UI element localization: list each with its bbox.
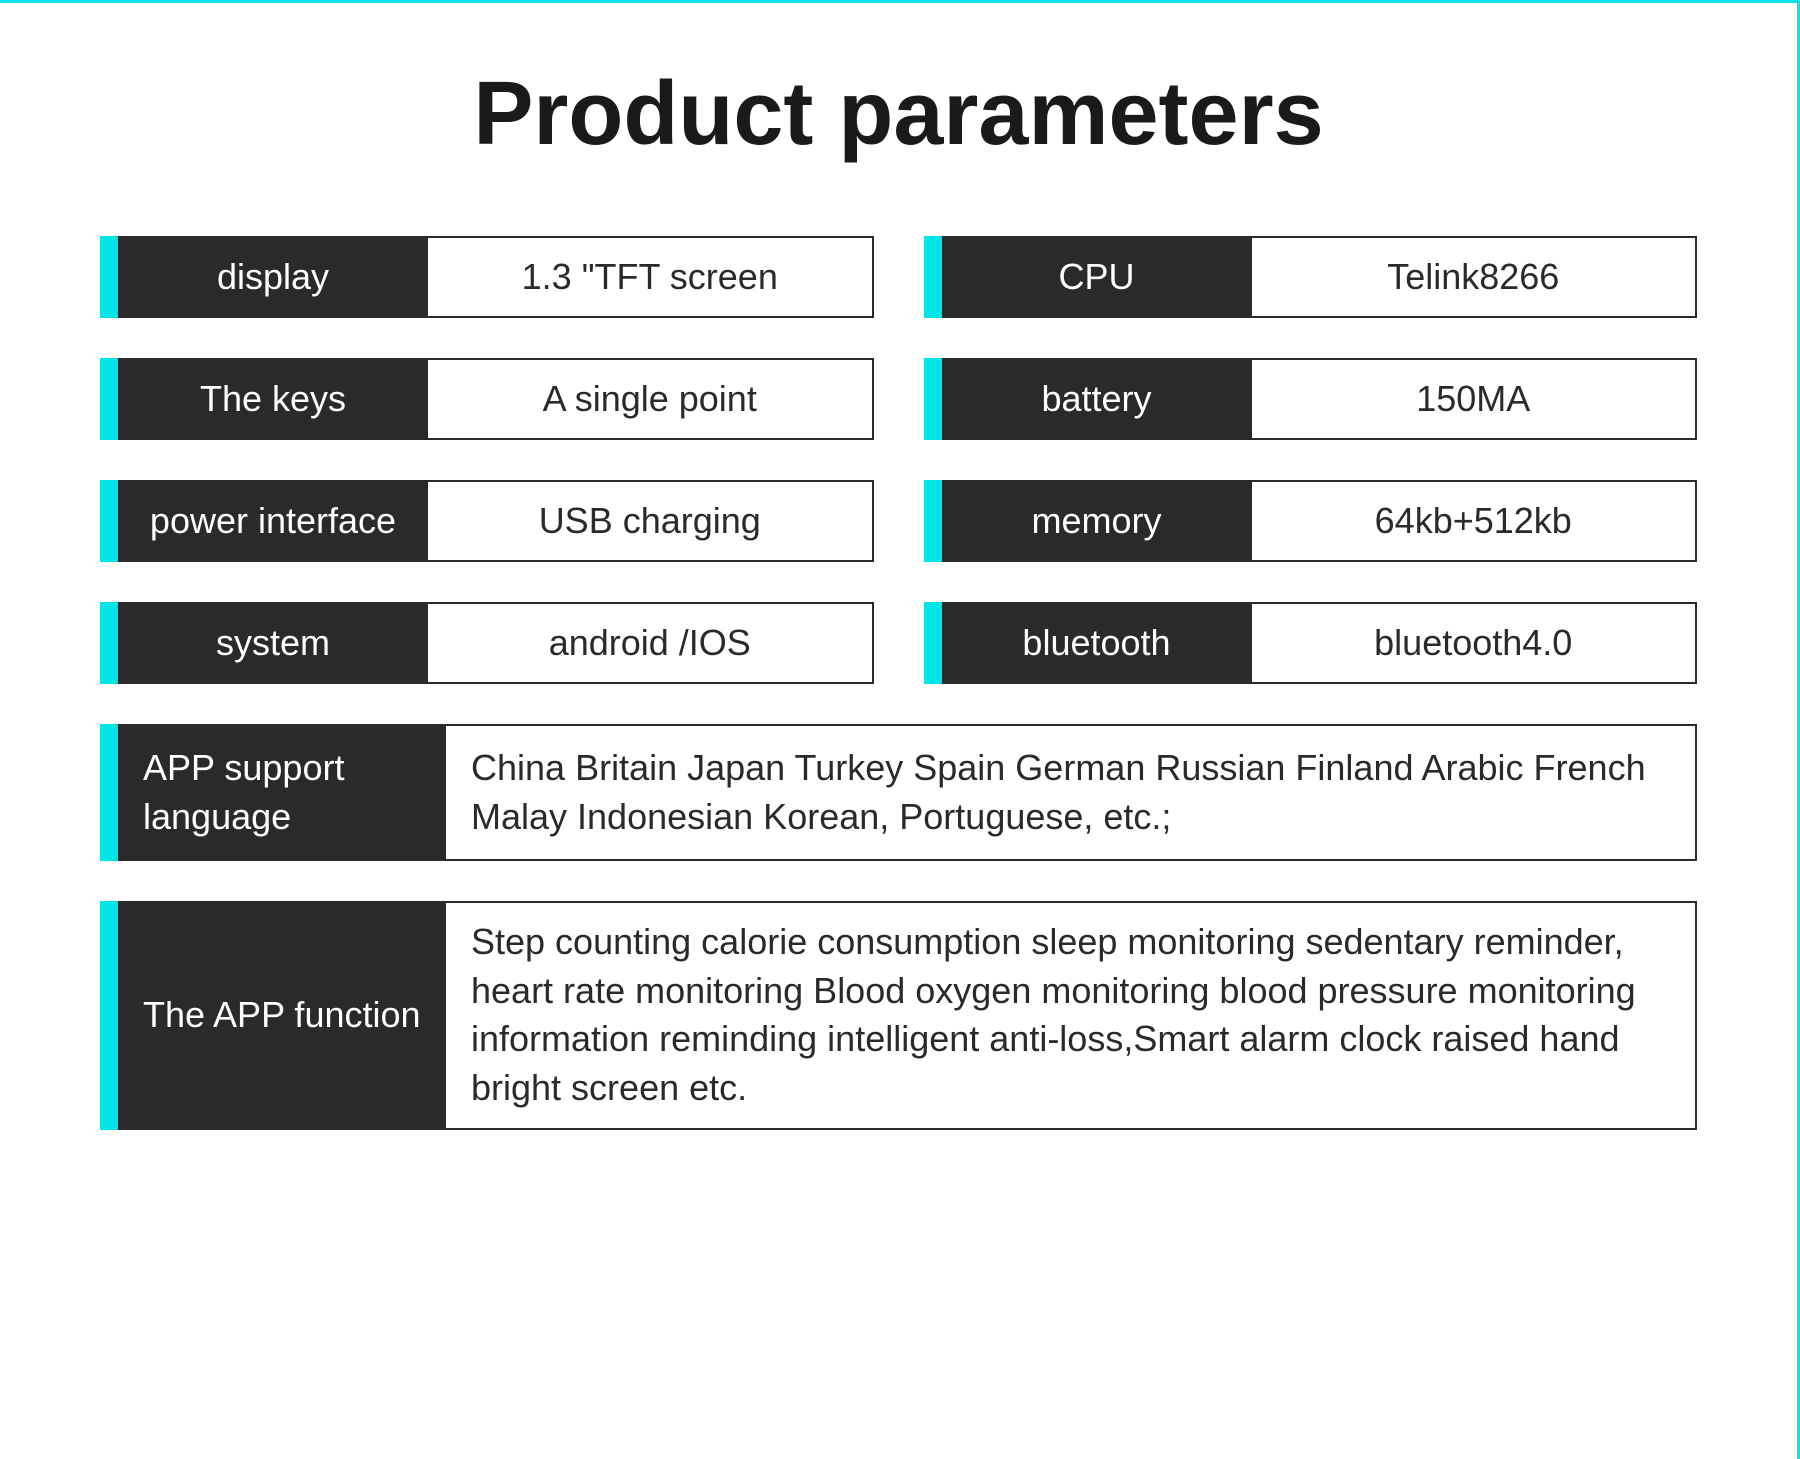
accent-bar xyxy=(100,236,118,318)
accent-bar xyxy=(100,358,118,440)
left-column: display 1.3 "TFT screen The keys A singl… xyxy=(100,236,874,684)
main-container: Product parameters display 1.3 "TFT scre… xyxy=(0,3,1797,1190)
param-row-display: display 1.3 "TFT screen xyxy=(100,236,874,318)
param-row-bluetooth: bluetooth bluetooth4.0 xyxy=(924,602,1698,684)
param-value: Step counting calorie consumption sleep … xyxy=(446,901,1697,1129)
accent-bar xyxy=(924,358,942,440)
accent-bar xyxy=(924,602,942,684)
param-row-battery: battery 150MA xyxy=(924,358,1698,440)
param-row-cpu: CPU Telink8266 xyxy=(924,236,1698,318)
param-label: The keys xyxy=(118,358,428,440)
param-label: The APP function xyxy=(118,901,446,1129)
param-value: android /IOS xyxy=(428,602,874,684)
param-label: display xyxy=(118,236,428,318)
param-value: USB charging xyxy=(428,480,874,562)
param-value: 150MA xyxy=(1252,358,1698,440)
accent-bar xyxy=(100,724,118,861)
param-label: CPU xyxy=(942,236,1252,318)
param-value: Telink8266 xyxy=(1252,236,1698,318)
param-label: battery xyxy=(942,358,1252,440)
param-row-memory: memory 64kb+512kb xyxy=(924,480,1698,562)
param-row-system: system android /IOS xyxy=(100,602,874,684)
param-value: 1.3 "TFT screen xyxy=(428,236,874,318)
param-row-keys: The keys A single point xyxy=(100,358,874,440)
param-value: 64kb+512kb xyxy=(1252,480,1698,562)
param-label: bluetooth xyxy=(942,602,1252,684)
param-value: bluetooth4.0 xyxy=(1252,602,1698,684)
param-label: system xyxy=(118,602,428,684)
param-value: China Britain Japan Turkey Spain German … xyxy=(446,724,1697,861)
accent-bar xyxy=(100,901,118,1129)
page-title: Product parameters xyxy=(100,63,1697,166)
param-row-language: APP support language China Britain Japan… xyxy=(100,724,1697,861)
param-label: memory xyxy=(942,480,1252,562)
params-grid: display 1.3 "TFT screen The keys A singl… xyxy=(100,236,1697,684)
param-value: A single point xyxy=(428,358,874,440)
param-row-power: power interface USB charging xyxy=(100,480,874,562)
param-row-function: The APP function Step counting calorie c… xyxy=(100,901,1697,1129)
param-label: power interface xyxy=(118,480,428,562)
wide-rows-container: APP support language China Britain Japan… xyxy=(100,724,1697,1130)
accent-bar xyxy=(924,236,942,318)
right-column: CPU Telink8266 battery 150MA memory 64kb… xyxy=(924,236,1698,684)
accent-bar xyxy=(924,480,942,562)
param-label: APP support language xyxy=(118,724,446,861)
accent-bar xyxy=(100,602,118,684)
accent-bar xyxy=(100,480,118,562)
